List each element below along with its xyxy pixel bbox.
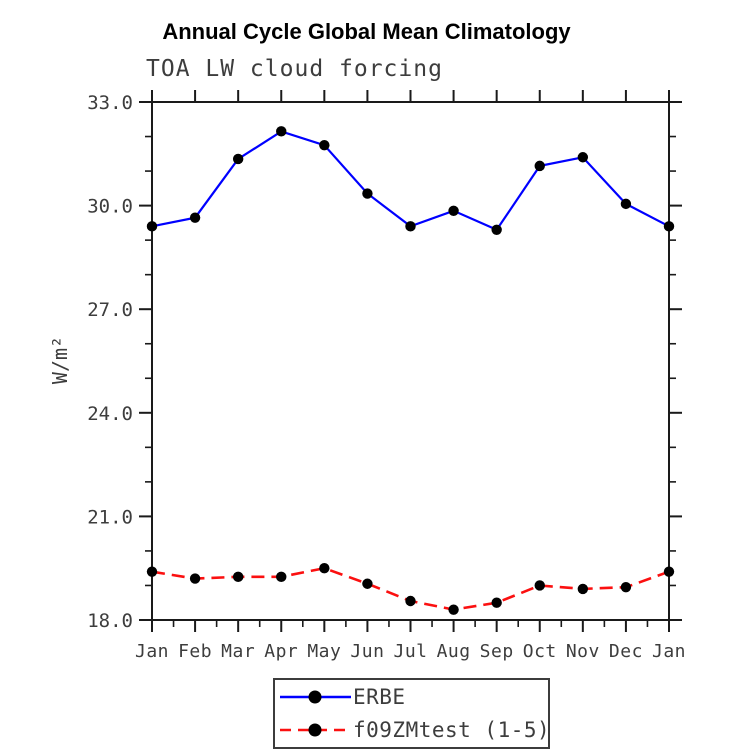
data-point-marker [319,139,330,151]
legend-sample-marker [308,690,322,704]
data-point-marker [663,566,675,577]
data-point-marker [362,188,373,199]
legend-sample-marker [308,723,322,737]
plot-frame [151,101,670,621]
legend-item-erbe: ERBE [277,682,548,712]
x-tick-label: Apr [264,641,298,662]
data-point-marker [577,152,589,163]
y-tick-label: 27.0 [87,299,133,321]
data-point-marker [620,198,632,210]
legend-line-sample-f09zmtest [280,723,351,737]
series-line-0 [151,130,670,232]
x-tick-label: Dec [609,641,643,662]
x-tick-label: Jul [393,641,427,662]
data-point-marker [491,224,502,235]
legend-item-f09zmtest: f09ZMtest (1-5) [277,715,551,745]
data-point-marker [146,566,158,577]
x-tick-label: Sep [480,641,514,662]
x-tick-label: Aug [437,641,471,662]
x-tick-label: Jan [652,641,686,662]
chart-subtitle: TOA LW cloud forcing [146,56,443,82]
data-point-marker [276,126,287,137]
data-point-marker [448,205,459,216]
x-tick-label: Oct [523,641,557,662]
data-point-marker [362,578,373,589]
data-point-marker [534,580,545,591]
data-point-marker [189,212,201,223]
data-point-marker [319,563,330,574]
y-tick-label: 24.0 [87,403,133,425]
data-point-marker [534,160,545,172]
data-point-marker [232,153,244,165]
x-tick-label: Feb [178,641,212,662]
data-point-marker [276,571,287,583]
data-point-marker [491,597,502,608]
legend-box: ERBE f09ZMtest (1-5) [273,678,550,749]
data-point-marker [232,571,244,583]
legend-label-f09zmtest: f09ZMtest (1-5) [353,717,551,742]
data-point-marker [405,595,416,607]
y-tick-label: 33.0 [87,92,133,114]
legend-line-sample-erbe [280,690,351,704]
data-point-marker [405,221,416,232]
x-tick-label: Jan [135,641,169,662]
y-tick-label: 18.0 [87,610,133,632]
x-tick-label: Jun [350,641,384,662]
data-point-marker [448,604,459,615]
legend-label-erbe: ERBE [353,685,406,710]
data-point-marker [189,573,201,584]
y-tick-label: 21.0 [87,506,133,528]
data-point-marker [577,583,589,595]
y-tick-label: 30.0 [87,196,133,218]
x-tick-label: May [307,641,341,662]
data-point-marker [663,221,675,232]
data-point-marker [620,581,632,593]
chart-title: Annual Cycle Global Mean Climatology [162,19,571,44]
x-tick-label: Mar [221,641,255,662]
data-point-marker [146,221,158,232]
x-tick-label: Nov [566,641,600,662]
